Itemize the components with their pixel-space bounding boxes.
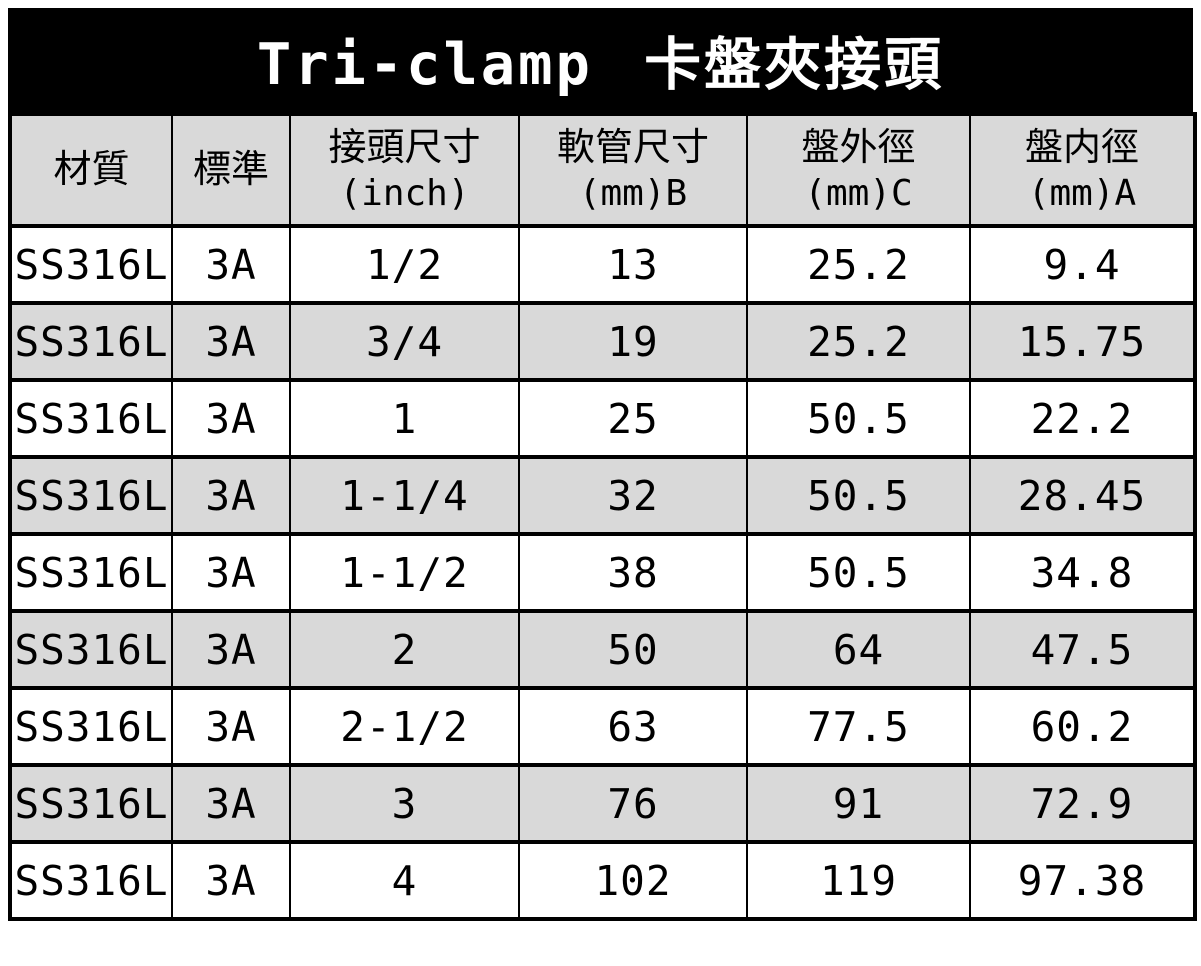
cell-outer-dia: 64	[746, 609, 971, 690]
cell-outer-dia: 50.5	[746, 378, 971, 459]
cell-material: SS316L	[9, 301, 173, 382]
cell-hose-mm: 50	[518, 609, 748, 690]
cell-size-inch: 1	[289, 378, 520, 459]
cell-outer-dia: 25.2	[746, 301, 971, 382]
cell-outer-dia: 119	[746, 840, 971, 921]
cell-inner-dia: 9.4	[969, 224, 1196, 305]
cell-outer-dia: 25.2	[746, 224, 971, 305]
table-row: SS316L 3A 2-1/2 63 77.5 60.2	[9, 686, 1196, 767]
cell-material: SS316L	[9, 455, 173, 536]
table-row: SS316L 3A 1-1/4 32 50.5 28.45	[9, 455, 1196, 536]
cell-standard: 3A	[171, 378, 291, 459]
cell-size-inch: 2-1/2	[289, 686, 520, 767]
cell-size-inch: 1/2	[289, 224, 520, 305]
column-header-hose-mm: 軟管尺寸 (mm)B	[518, 112, 748, 228]
cell-inner-dia: 22.2	[969, 378, 1196, 459]
cell-standard: 3A	[171, 532, 291, 613]
cell-standard: 3A	[171, 609, 291, 690]
cell-hose-mm: 102	[518, 840, 748, 921]
cell-hose-mm: 19	[518, 301, 748, 382]
cell-size-inch: 1-1/4	[289, 455, 520, 536]
cell-hose-mm: 76	[518, 763, 748, 844]
cell-size-inch: 1-1/2	[289, 532, 520, 613]
cell-material: SS316L	[9, 686, 173, 767]
cell-material: SS316L	[9, 763, 173, 844]
cell-size-inch: 2	[289, 609, 520, 690]
table-row: SS316L 3A 3/4 19 25.2 15.75	[9, 301, 1196, 382]
cell-inner-dia: 60.2	[969, 686, 1196, 767]
table-row: SS316L 3A 1/2 13 25.2 9.4	[9, 224, 1196, 305]
table-body: SS316L 3A 1/2 13 25.2 9.4 SS316L 3A 3/4 …	[9, 224, 1196, 921]
column-header-size-inch: 接頭尺寸 (inch)	[289, 112, 520, 228]
cell-size-inch: 3	[289, 763, 520, 844]
page-title: Tri-clamp 卡盤夾接頭	[256, 32, 945, 98]
column-header-material: 材質	[9, 112, 173, 228]
cell-standard: 3A	[171, 840, 291, 921]
column-header-outer-dia: 盤外徑 (mm)C	[746, 112, 971, 228]
cell-standard: 3A	[171, 224, 291, 305]
cell-standard: 3A	[171, 686, 291, 767]
column-header-inner-dia: 盤内徑 (mm)A	[969, 112, 1196, 228]
table-row: SS316L 3A 1 25 50.5 22.2	[9, 378, 1196, 459]
cell-inner-dia: 34.8	[969, 532, 1196, 613]
cell-hose-mm: 32	[518, 455, 748, 536]
cell-material: SS316L	[9, 378, 173, 459]
cell-outer-dia: 50.5	[746, 532, 971, 613]
cell-hose-mm: 25	[518, 378, 748, 459]
cell-size-inch: 4	[289, 840, 520, 921]
cell-material: SS316L	[9, 840, 173, 921]
cell-standard: 3A	[171, 763, 291, 844]
column-header-standard: 標準	[171, 112, 291, 228]
cell-standard: 3A	[171, 455, 291, 536]
cell-standard: 3A	[171, 301, 291, 382]
cell-outer-dia: 50.5	[746, 455, 971, 536]
cell-inner-dia: 15.75	[969, 301, 1196, 382]
cell-size-inch: 3/4	[289, 301, 520, 382]
cell-hose-mm: 13	[518, 224, 748, 305]
cell-material: SS316L	[9, 532, 173, 613]
table-row: SS316L 3A 2 50 64 47.5	[9, 609, 1196, 690]
table-row: SS316L 3A 1-1/2 38 50.5 34.8	[9, 532, 1196, 613]
cell-inner-dia: 47.5	[969, 609, 1196, 690]
cell-inner-dia: 72.9	[969, 763, 1196, 844]
title-banner: Tri-clamp 卡盤夾接頭	[8, 8, 1193, 112]
cell-hose-mm: 38	[518, 532, 748, 613]
cell-inner-dia: 97.38	[969, 840, 1196, 921]
cell-material: SS316L	[9, 609, 173, 690]
table-header: 材質 標準 接頭尺寸 (inch) 軟管尺寸 (mm)B 盤外徑	[9, 112, 1196, 228]
table-row: SS316L 3A 3 76 91 72.9	[9, 763, 1196, 844]
cell-outer-dia: 77.5	[746, 686, 971, 767]
cell-outer-dia: 91	[746, 763, 971, 844]
spec-table: 材質 標準 接頭尺寸 (inch) 軟管尺寸 (mm)B 盤外徑	[8, 112, 1197, 921]
table-row: SS316L 3A 4 102 119 97.38	[9, 840, 1196, 921]
cell-material: SS316L	[9, 224, 173, 305]
spec-document: Tri-clamp 卡盤夾接頭 材質 標準 接頭尺寸 (inch)	[8, 8, 1197, 921]
cell-hose-mm: 63	[518, 686, 748, 767]
cell-inner-dia: 28.45	[969, 455, 1196, 536]
